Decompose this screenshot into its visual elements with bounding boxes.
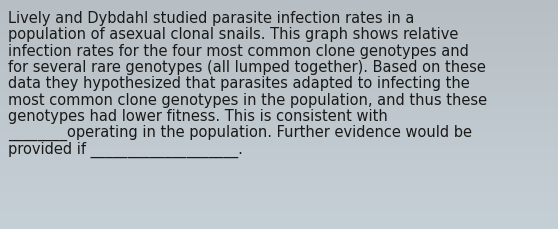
Text: ________operating in the population. Further evidence would be: ________operating in the population. Fur… bbox=[8, 125, 472, 141]
Text: genotypes had lower fitness. This is consistent with: genotypes had lower fitness. This is con… bbox=[8, 108, 388, 123]
Text: data they hypothesized that parasites adapted to infecting the: data they hypothesized that parasites ad… bbox=[8, 76, 470, 91]
Text: most common clone genotypes in the population, and thus these: most common clone genotypes in the popul… bbox=[8, 92, 487, 107]
Text: for several rare genotypes (all lumped together). Based on these: for several rare genotypes (all lumped t… bbox=[8, 60, 486, 75]
Text: Lively and Dybdahl studied parasite infection rates in a: Lively and Dybdahl studied parasite infe… bbox=[8, 11, 415, 26]
Text: infection rates for the four most common clone genotypes and: infection rates for the four most common… bbox=[8, 44, 469, 58]
Text: population of asexual clonal snails. This graph shows relative: population of asexual clonal snails. Thi… bbox=[8, 27, 458, 42]
Text: provided if ____________________.: provided if ____________________. bbox=[8, 141, 243, 157]
